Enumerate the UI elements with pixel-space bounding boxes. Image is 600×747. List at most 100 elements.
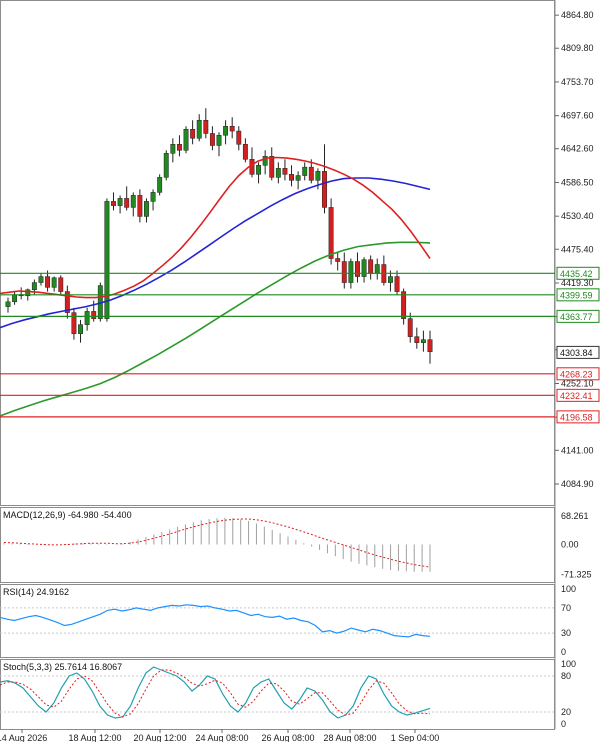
price-tick-label: 4252.10 <box>561 378 594 388</box>
level-label-box <box>556 266 600 280</box>
candle-body <box>407 318 413 337</box>
price-tick-label: 4419.30 <box>561 278 594 288</box>
time-tick-label: 20 Aug 12:00 <box>133 733 186 742</box>
candle-body <box>144 201 149 217</box>
stoch-k-line <box>0 666 431 719</box>
rsi-label: RSI(14) 24.9162 <box>3 587 69 597</box>
time-tick-label: 26 Aug 08:00 <box>261 733 314 742</box>
candle-body <box>45 276 51 288</box>
candle-body <box>427 339 433 352</box>
time-tick-label: 14 Aug 2026 <box>0 733 47 742</box>
time-tick-label: 24 Aug 08:00 <box>195 733 248 742</box>
candle-body <box>308 166 314 181</box>
candle-body <box>183 129 189 151</box>
price-tick-label: 4809.80 <box>561 43 594 53</box>
stoch-tick-label: 0 <box>561 719 566 729</box>
candle-body <box>401 291 407 319</box>
level-label: 4232.41 <box>560 391 593 401</box>
price-tick-label: 4642.60 <box>561 144 594 154</box>
candle-body <box>282 168 288 175</box>
price-tick-label: 4753.70 <box>561 77 594 87</box>
candle-body <box>262 156 268 166</box>
price-tick-label: 4864.80 <box>561 10 594 20</box>
current-price-box <box>556 345 600 359</box>
candle-body <box>322 171 327 208</box>
price-tick-label: 4475.40 <box>561 244 594 254</box>
stoch-tick-label: 80 <box>561 671 571 681</box>
candle-body <box>414 336 420 343</box>
candle-body <box>64 291 70 313</box>
candle-body <box>368 259 374 274</box>
candle-body <box>236 130 242 145</box>
stoch-tick-label: 20 <box>561 707 571 717</box>
level-label-box <box>556 367 600 381</box>
candle-body <box>335 258 341 262</box>
candle-body <box>5 301 11 307</box>
candle-body <box>242 144 248 160</box>
candle-body <box>420 339 426 343</box>
candle-body <box>163 153 169 178</box>
candle-body <box>117 198 123 206</box>
rsi-tick-label: 70 <box>561 603 571 613</box>
candle-body <box>157 177 163 193</box>
ma-blue-line <box>0 177 431 329</box>
rsi-tick-label: 0 <box>561 647 566 657</box>
level-label: 4268.23 <box>560 369 593 379</box>
ma-red-line <box>0 156 431 299</box>
macd-tick-label: 68.261 <box>561 511 589 521</box>
time-tick-label: 1 Sep 04:00 <box>391 733 440 742</box>
candle-body <box>223 126 229 136</box>
candle-body <box>341 261 347 283</box>
level-label-box <box>556 288 600 302</box>
rsi-tick-label: 30 <box>561 628 571 638</box>
candle-body <box>130 195 136 208</box>
candle-body <box>229 126 235 132</box>
candle-body <box>374 264 380 274</box>
candle-body <box>387 276 393 283</box>
current-price-label: 4303.84 <box>560 348 593 358</box>
level-label: 4399.59 <box>560 290 593 300</box>
candle-body <box>328 207 334 259</box>
price-tick-label: 4586.50 <box>561 177 594 187</box>
candle-body <box>104 201 110 319</box>
time-tick-label: 28 Aug 08:00 <box>323 733 376 742</box>
candle-body <box>355 261 360 277</box>
candle-body <box>38 276 44 283</box>
level-label-box <box>556 309 600 323</box>
candle-body <box>196 119 202 139</box>
candle-body <box>58 277 64 292</box>
candle-body <box>275 168 281 178</box>
rsi-tick-label: 100 <box>561 584 576 594</box>
price-tick-label: 4697.60 <box>561 111 594 121</box>
candle-body <box>51 277 57 288</box>
candle-body <box>203 119 209 134</box>
candle-body <box>111 201 116 206</box>
time-tick-label: 18 Aug 12:00 <box>68 733 121 742</box>
price-tick-label: 4530.40 <box>561 211 594 221</box>
price-tick-label: 4141.00 <box>561 445 594 455</box>
level-label: 4196.58 <box>560 412 593 422</box>
candle-body <box>269 156 275 178</box>
candle-body <box>361 259 367 277</box>
macd-tick-label: -71.325 <box>561 569 592 579</box>
level-label-box <box>556 388 600 402</box>
price-tick-label: 4084.90 <box>561 479 594 489</box>
stoch-tick-label: 100 <box>561 659 576 669</box>
candle-body <box>84 311 90 325</box>
candle-body <box>78 324 83 334</box>
candle-body <box>170 144 176 154</box>
candle-body <box>394 276 400 292</box>
candle-body <box>295 175 301 181</box>
candle-body <box>124 198 130 208</box>
candle-body <box>348 261 354 283</box>
candle-body <box>216 135 222 146</box>
candle-body <box>190 129 196 139</box>
candle-body <box>302 166 308 176</box>
candle-body <box>209 133 215 146</box>
stoch-label: Stoch(5,3,3) 25.7614 16.8067 <box>3 662 122 672</box>
candle-body <box>25 289 31 297</box>
macd-tick-label: 0.00 <box>561 540 579 550</box>
